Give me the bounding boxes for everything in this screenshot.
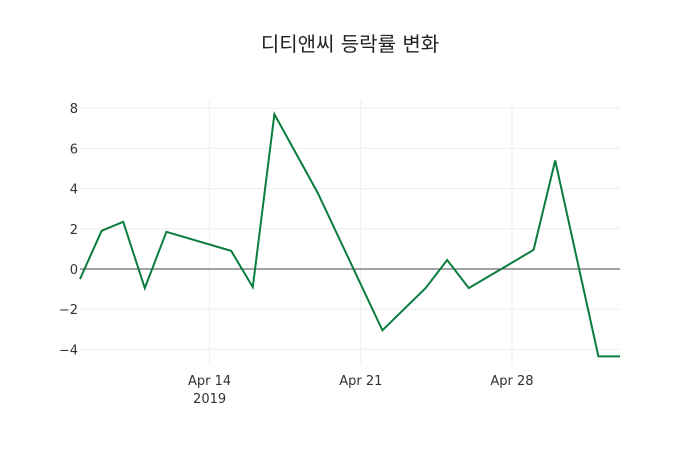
x-tick-label: Apr 21 (339, 374, 382, 389)
data-line (79, 111, 620, 358)
gridlines (80, 100, 620, 365)
chart-title: 디티앤씨 등락률 변화 (260, 32, 440, 56)
y-tick-label: −4 (59, 343, 78, 358)
y-tick-label: 8 (70, 102, 78, 117)
x-tick-year: 2019 (193, 392, 226, 407)
x-axis-ticks: Apr 14 2019 Apr 21 Apr 28 (188, 374, 534, 407)
y-tick-label: 4 (70, 183, 78, 198)
y-axis-ticks: 8 6 4 2 0 −2 −4 (59, 102, 78, 358)
y-tick-label: 2 (70, 223, 78, 238)
x-tick-label: Apr 14 (188, 374, 231, 389)
y-tick-label: 0 (70, 263, 78, 278)
x-tick-label: Apr 28 (490, 374, 533, 389)
y-tick-label: −2 (59, 303, 78, 318)
y-tick-label: 6 (70, 142, 78, 157)
